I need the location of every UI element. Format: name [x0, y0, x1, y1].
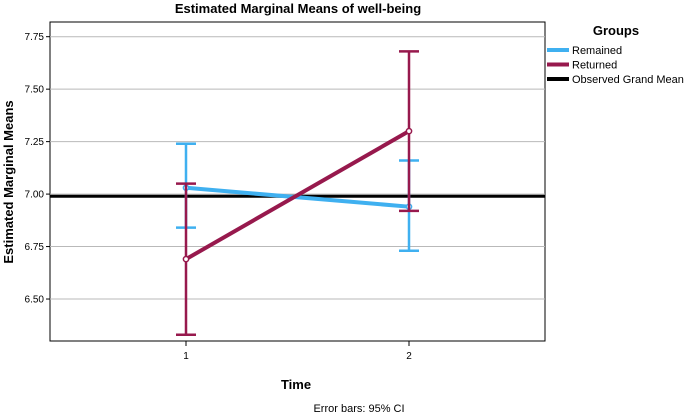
series-returned: [176, 50, 419, 336]
x-tick-label: 2: [406, 351, 412, 362]
data-point-returned: [405, 127, 413, 135]
y-tick-label: 7.25: [25, 137, 45, 148]
legend-item-returned: Returned: [547, 60, 617, 72]
y-tick-label: 6.50: [25, 295, 45, 306]
footnote: Error bars: 95% CI: [313, 403, 404, 415]
legend-label: Remained: [572, 45, 622, 57]
y-tick-label: 7.75: [25, 32, 45, 43]
series-line-returned: [184, 129, 411, 262]
chart-title: Estimated Marginal Means of well-being: [175, 1, 421, 16]
legend-title: Groups: [593, 23, 639, 38]
legend-label: Returned: [572, 60, 617, 72]
data-point-returned: [182, 255, 190, 263]
legend-item-observed-grand-mean: Observed Grand Mean: [547, 74, 684, 86]
plot-area: [49, 21, 546, 342]
x-tick-label: 1: [183, 351, 189, 362]
legend-item-remained: Remained: [547, 45, 622, 57]
y-axis-title: Estimated Marginal Means: [1, 100, 16, 263]
x-axis-title: Time: [281, 377, 311, 392]
legend: Remained Returned Observed Grand Mean: [547, 45, 684, 86]
series-group: [176, 50, 419, 336]
y-tick-label: 7.00: [25, 190, 45, 201]
y-tick-label: 7.50: [25, 85, 45, 96]
y-axis-ticks: 6.50 6.75 7.00 7.25 7.50 7.75: [25, 32, 50, 306]
legend-label: Observed Grand Mean: [572, 74, 684, 86]
y-tick-label: 6.75: [25, 242, 45, 253]
